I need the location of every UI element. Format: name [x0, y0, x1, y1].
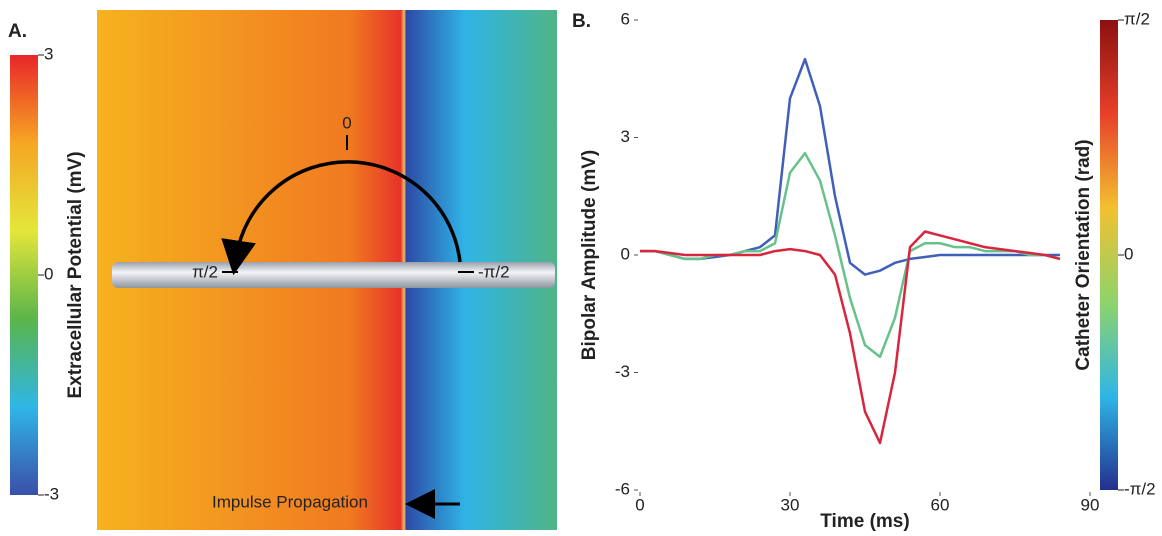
- x-axis-label: Time (ms): [820, 511, 909, 532]
- colorbar-label: Catheter Orientation (rad): [1073, 139, 1094, 370]
- y-tick-label: -6: [615, 479, 630, 498]
- signal-line: [640, 57, 1060, 276]
- colorbar: [10, 55, 38, 495]
- y-axis-label: Bipolar Amplitude (mV): [579, 150, 600, 360]
- x-tick-label: 30: [781, 495, 800, 514]
- colorbar-tick-label: -π/2: [1124, 479, 1156, 498]
- signal-line: [640, 151, 1061, 359]
- angle-label: 0: [342, 113, 351, 132]
- angle-label: π/2: [192, 262, 218, 281]
- colorbar-label: Extracellular Potential (mV): [65, 151, 86, 398]
- colorbar-tick-label: 0: [44, 264, 53, 283]
- colorbar-tick-label: 0: [1124, 244, 1133, 263]
- colorbar-tick-label: 3: [44, 44, 53, 63]
- x-tick-label: 90: [1081, 495, 1100, 514]
- y-tick-label: 6: [621, 9, 630, 28]
- angle-label: -π/2: [478, 262, 510, 281]
- x-tick-label: 0: [635, 495, 644, 514]
- signal-line: [640, 230, 1061, 445]
- y-tick-label: 0: [621, 244, 630, 263]
- y-tick-label: 3: [621, 127, 630, 146]
- colorbar: [1100, 20, 1118, 490]
- panel-label: B.: [572, 11, 591, 32]
- colorbar-tick-label: -3: [44, 484, 59, 503]
- x-tick-label: 60: [931, 495, 950, 514]
- rotation-arc: [221, 160, 462, 276]
- y-tick-label: -3: [615, 362, 630, 381]
- colorbar-tick-label: π/2: [1124, 9, 1150, 28]
- panel-label: A.: [8, 21, 27, 42]
- annotation: Impulse Propagation: [212, 492, 368, 511]
